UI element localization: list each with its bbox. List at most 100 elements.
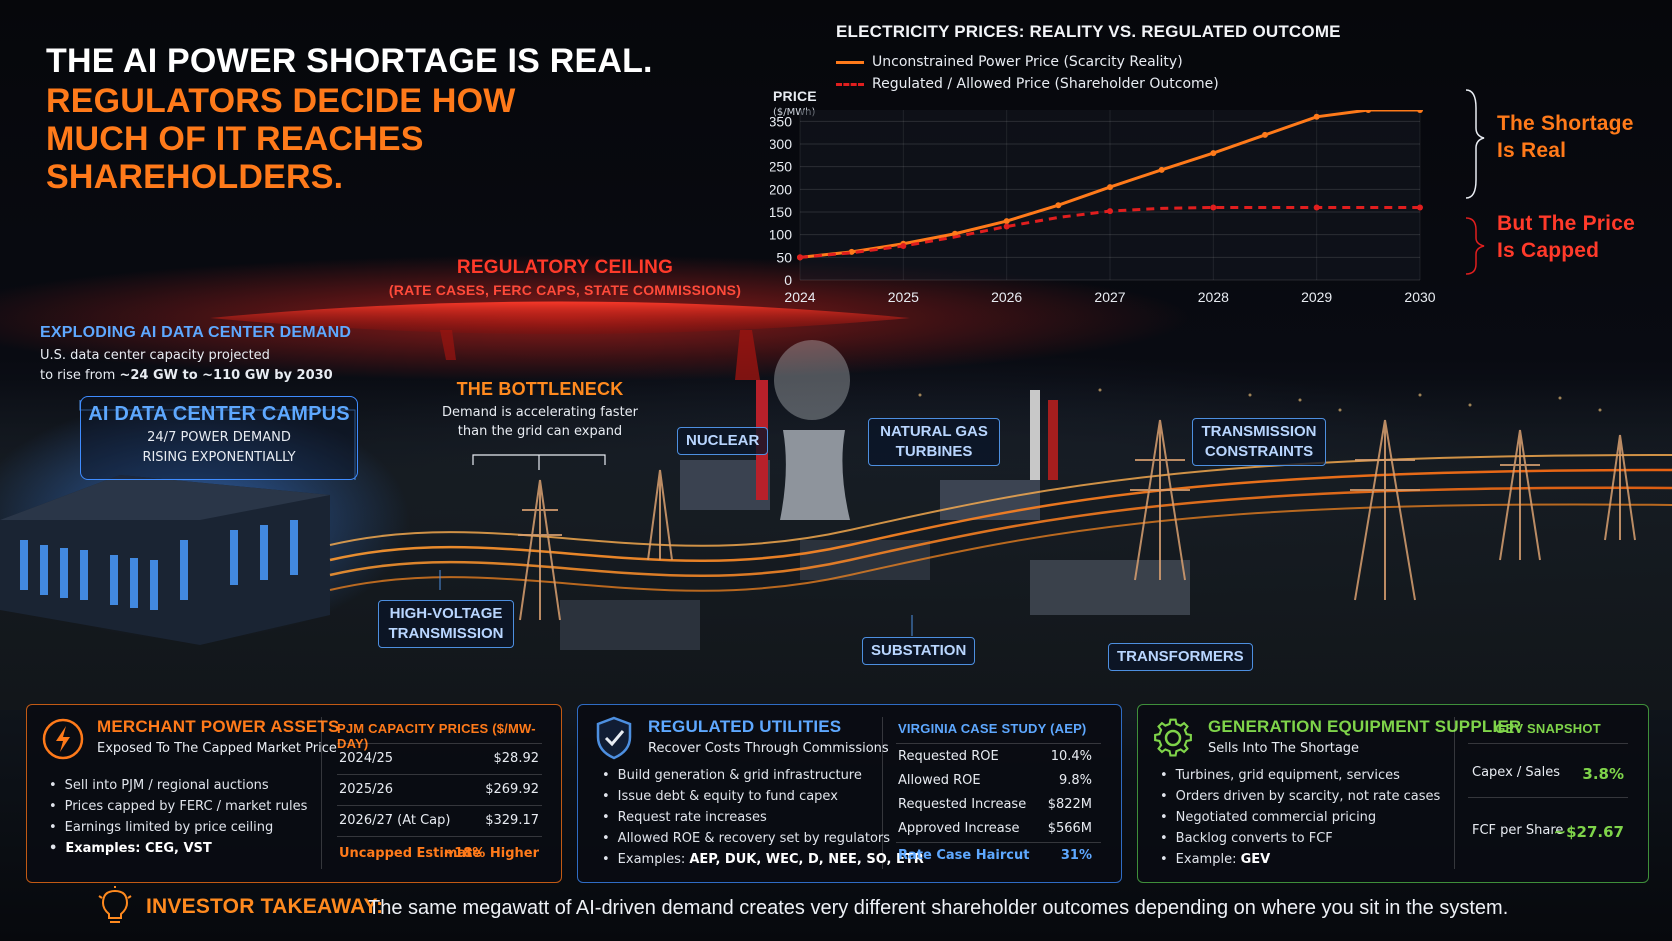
list-item: Build generation & grid infrastructure [602, 765, 924, 786]
data-point [1313, 113, 1320, 120]
data-point [1107, 184, 1113, 191]
y-tick-label: 300 [770, 136, 792, 152]
list-item: Earnings limited by price ceiling [49, 817, 307, 838]
bottleneck-title: THE BOTTLENECK [456, 379, 624, 399]
table-row: Requested ROE 10.4% [898, 749, 1092, 764]
demand-text-line2: to rise from ~24 GW to ~110 GW by 2030 [40, 366, 333, 385]
x-tick-label: 2030 [1404, 289, 1435, 305]
list-item: Request rate increases [602, 807, 924, 828]
data-point [1003, 223, 1010, 230]
chart-brackets [1465, 89, 1485, 275]
panel-equipment-supplier: GENERATION EQUIPMENT SUPPLIER Sells Into… [1137, 704, 1649, 883]
label-natural-gas-turbines: NATURAL GAS TURBINES [868, 418, 1000, 466]
demand-text-line1: U.S. data center capacity projected [40, 348, 270, 363]
label-high-voltage-transmission: HIGH-VOLTAGE TRANSMISSION [378, 600, 514, 648]
merchant-subtitle: Exposed To The Capped Market Price [97, 741, 337, 756]
list-item: Negotiated commercial pricing [1160, 807, 1440, 828]
campus-line1: 24/7 POWER DEMAND [147, 430, 291, 445]
pjm-table-title: PJM CAPACITY PRICES ($/MW-DAY) [337, 721, 536, 751]
list-item: Allowed ROE & recovery set by regulators [602, 828, 924, 849]
data-point [1055, 202, 1062, 209]
y-tick-label: 250 [770, 159, 792, 175]
panel-merchant-power: MERCHANT POWER ASSETS Exposed To The Cap… [26, 704, 562, 883]
merchant-bullets: Sell into PJM / regional auctions Prices… [49, 775, 308, 859]
shield-check-icon [596, 716, 632, 760]
chart-title: ELECTRICITY PRICES: REALITY VS. REGULATE… [836, 22, 1341, 41]
demand-text-pre: to rise from [40, 368, 120, 383]
lightbulb-icon [98, 886, 132, 923]
lightning-icon [42, 718, 84, 760]
legend-label: Regulated / Allowed Price (Shareholder O… [872, 76, 1219, 92]
regulated-subtitle: Recover Costs Through Commissions [648, 741, 889, 756]
note-price-capped: But The Price Is Capped [1497, 212, 1635, 262]
gear-icon [1154, 718, 1192, 757]
table-row: 2025/26 $269.92 [339, 782, 539, 797]
chart-plot-area [800, 110, 1420, 280]
y-tick-label: 100 [770, 227, 792, 243]
list-item: Sell into PJM / regional auctions [49, 775, 307, 796]
table-row: Approved Increase $566M [898, 821, 1092, 836]
legend-swatch-dashed [836, 82, 864, 86]
data-point [848, 248, 855, 255]
legend-item-unconstrained: Unconstrained Power Price (Scarcity Real… [836, 54, 1183, 70]
supplier-title: GENERATION EQUIPMENT SUPPLIER [1208, 717, 1522, 736]
y-axis-unit: ($/MWh) [773, 107, 816, 118]
table-row-haircut: Rate Case Haircut 31% [898, 848, 1092, 863]
data-point [1210, 204, 1217, 211]
y-tick-label: 0 [784, 272, 792, 288]
y-tick-label: 350 [770, 113, 792, 129]
data-point [900, 243, 907, 249]
x-tick-label: 2025 [888, 289, 919, 305]
note-shortage-real: The Shortage Is Real [1497, 112, 1634, 162]
table-row: FCF per Share ~$27.67 [1472, 823, 1624, 841]
data-point [1003, 218, 1010, 225]
campus-callout: AI DATA CENTER CAMPUS 24/7 POWER DEMAND … [80, 396, 358, 480]
supplier-subtitle: Sells Into The Shortage [1208, 741, 1360, 756]
data-point [1365, 110, 1372, 113]
list-item-examples: Examples: CEG, VST [49, 838, 307, 859]
supplier-bullets: Turbines, grid equipment, services Order… [1160, 765, 1441, 870]
data-point [797, 254, 803, 261]
x-tick-label: 2029 [1301, 289, 1332, 305]
price-chart: 0 50 100 150 200 250 300 350 2024 2025 2026 2027 202… [770, 110, 1436, 305]
bottleneck-line2: than the grid can expand [457, 424, 623, 439]
data-point [1417, 204, 1423, 211]
virginia-table-title: VIRGINIA CASE STUDY (AEP) [898, 721, 1087, 736]
table-row: Requested Increase $822M [898, 797, 1092, 812]
headline-line1: THE AI POWER SHORTAGE IS REAL. [46, 42, 653, 80]
label-nuclear: NUCLEAR [677, 427, 769, 455]
y-tick-label: 200 [770, 181, 792, 197]
x-tick-label: 2024 [784, 289, 815, 305]
y-tick-label: 150 [770, 204, 792, 220]
label-substation: SUBSTATION [862, 637, 976, 665]
list-item-example: Example: GEV [1160, 849, 1440, 870]
table-row: 2026/27 (At Cap) $329.17 [339, 813, 539, 828]
table-row-uncapped: Uncapped Estimate ~18% Higher [339, 846, 539, 861]
list-item: Prices capped by FERC / market rules [49, 796, 308, 817]
x-tick-label: 2026 [991, 289, 1022, 305]
data-point [1262, 131, 1268, 138]
demand-text-bold: ~24 GW to ~110 GW by 2030 [119, 368, 333, 383]
list-item: Orders driven by scarcity, not rate case… [1160, 786, 1441, 807]
regulated-title: REGULATED UTILITIES [648, 717, 842, 736]
gev-table-title: GEV SNAPSHOT [1495, 721, 1601, 736]
legend-item-regulated: Regulated / Allowed Price (Shareholder O… [836, 76, 1219, 92]
table-row: Allowed ROE 9.8% [898, 773, 1092, 788]
label-transmission-constraints: TRANSMISSION CONSTRAINTS [1192, 418, 1326, 466]
campus-line2: RISING EXPONENTIALLY [142, 450, 296, 465]
list-item: Turbines, grid equipment, services [1160, 765, 1440, 786]
ceiling-title: REGULATORY CEILING [456, 257, 674, 278]
table-row: Capex / Sales 3.8% [1472, 765, 1624, 783]
x-tick-label: 2027 [1094, 289, 1125, 305]
campus-title: AI DATA CENTER CAMPUS [88, 403, 350, 425]
data-point [1417, 110, 1423, 113]
data-point [1210, 150, 1217, 157]
panel-regulated-utilities: REGULATED UTILITIES Recover Costs Throug… [577, 704, 1122, 883]
y-axis-label: PRICE [773, 88, 817, 104]
takeaway-text: The same megawatt of AI-driven demand cr… [368, 897, 1509, 919]
x-tick-label: 2028 [1198, 289, 1229, 305]
data-point [1313, 204, 1320, 211]
demand-title: EXPLODING AI DATA CENTER DEMAND [40, 324, 352, 341]
table-row: 2024/25 $28.92 [339, 751, 539, 766]
legend-swatch-solid [836, 60, 864, 64]
